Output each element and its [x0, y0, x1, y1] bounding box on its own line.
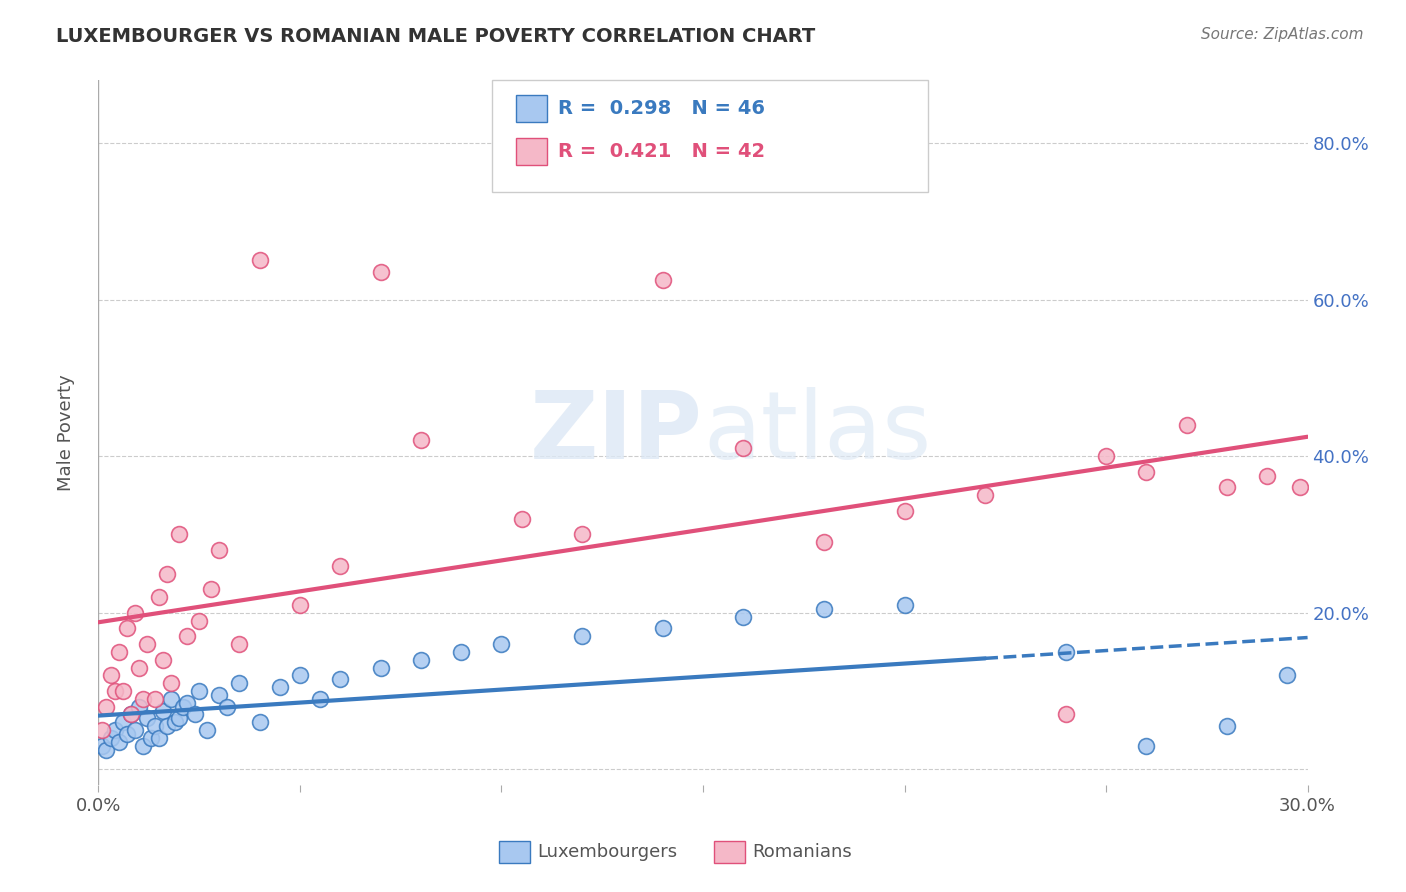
Point — [288, 668, 311, 682]
Point — [148, 590, 170, 604]
Point — [91, 739, 114, 753]
Point — [160, 676, 183, 690]
Point — [163, 715, 186, 730]
Point — [651, 273, 673, 287]
Text: Romanians: Romanians — [752, 843, 852, 861]
Point — [156, 719, 179, 733]
Point — [135, 711, 157, 725]
Point — [172, 699, 194, 714]
Point — [217, 699, 239, 714]
Text: R =  0.298   N = 46: R = 0.298 N = 46 — [558, 99, 765, 119]
Point — [120, 707, 142, 722]
Point — [160, 691, 183, 706]
Point — [128, 699, 150, 714]
Point — [115, 727, 138, 741]
Point — [107, 645, 129, 659]
Point — [288, 598, 311, 612]
Point — [1054, 645, 1077, 659]
Point — [1135, 739, 1157, 753]
Point — [309, 691, 332, 706]
Point — [1054, 707, 1077, 722]
Point — [100, 731, 122, 745]
Point — [195, 723, 218, 738]
Point — [107, 735, 129, 749]
Point — [228, 676, 250, 690]
Point — [409, 434, 432, 448]
Point — [143, 719, 166, 733]
Point — [91, 723, 114, 738]
Point — [152, 704, 174, 718]
Point — [96, 742, 118, 756]
Point — [893, 598, 915, 612]
Text: Luxembourgers: Luxembourgers — [537, 843, 678, 861]
Point — [249, 253, 271, 268]
Point — [370, 265, 392, 279]
Text: ZIP: ZIP — [530, 386, 703, 479]
Point — [176, 696, 198, 710]
Point — [103, 684, 125, 698]
Point — [813, 535, 835, 549]
Point — [132, 739, 155, 753]
Point — [208, 688, 231, 702]
Point — [143, 691, 166, 706]
Point — [1216, 480, 1239, 494]
Point — [188, 684, 211, 698]
Point — [167, 711, 190, 725]
Point — [813, 601, 835, 615]
Point — [188, 614, 211, 628]
Point — [733, 442, 755, 456]
Point — [1288, 480, 1310, 494]
Point — [893, 504, 915, 518]
Point — [370, 660, 392, 674]
Point — [571, 629, 593, 643]
Point — [184, 707, 207, 722]
Point — [208, 543, 231, 558]
Point — [139, 731, 162, 745]
Point — [124, 606, 146, 620]
Point — [152, 653, 174, 667]
Text: R =  0.421   N = 42: R = 0.421 N = 42 — [558, 142, 765, 161]
Point — [103, 723, 125, 738]
Point — [115, 621, 138, 635]
Text: LUXEMBOURGER VS ROMANIAN MALE POVERTY CORRELATION CHART: LUXEMBOURGER VS ROMANIAN MALE POVERTY CO… — [56, 27, 815, 45]
Text: Source: ZipAtlas.com: Source: ZipAtlas.com — [1201, 27, 1364, 42]
Point — [148, 731, 170, 745]
Point — [651, 621, 673, 635]
Point — [124, 723, 146, 738]
Point — [329, 558, 352, 573]
Point — [96, 699, 118, 714]
Point — [1256, 468, 1278, 483]
Point — [111, 715, 134, 730]
Point — [1216, 719, 1239, 733]
Point — [733, 609, 755, 624]
Point — [132, 691, 155, 706]
Point — [200, 582, 222, 597]
Point — [409, 653, 432, 667]
Point — [491, 637, 513, 651]
Point — [176, 629, 198, 643]
Point — [135, 637, 157, 651]
Text: atlas: atlas — [703, 386, 931, 479]
Point — [269, 680, 291, 694]
Point — [450, 645, 472, 659]
Point — [571, 527, 593, 541]
Point — [510, 512, 533, 526]
Point — [329, 673, 352, 687]
Point — [974, 488, 997, 502]
Point — [120, 707, 142, 722]
Point — [156, 566, 179, 581]
Y-axis label: Male Poverty: Male Poverty — [56, 375, 75, 491]
Point — [228, 637, 250, 651]
Point — [128, 660, 150, 674]
Point — [111, 684, 134, 698]
Point — [100, 668, 122, 682]
Point — [1135, 465, 1157, 479]
Point — [1095, 449, 1118, 463]
Point — [1175, 417, 1198, 432]
Point — [249, 715, 271, 730]
Point — [1277, 668, 1299, 682]
Point — [167, 527, 190, 541]
